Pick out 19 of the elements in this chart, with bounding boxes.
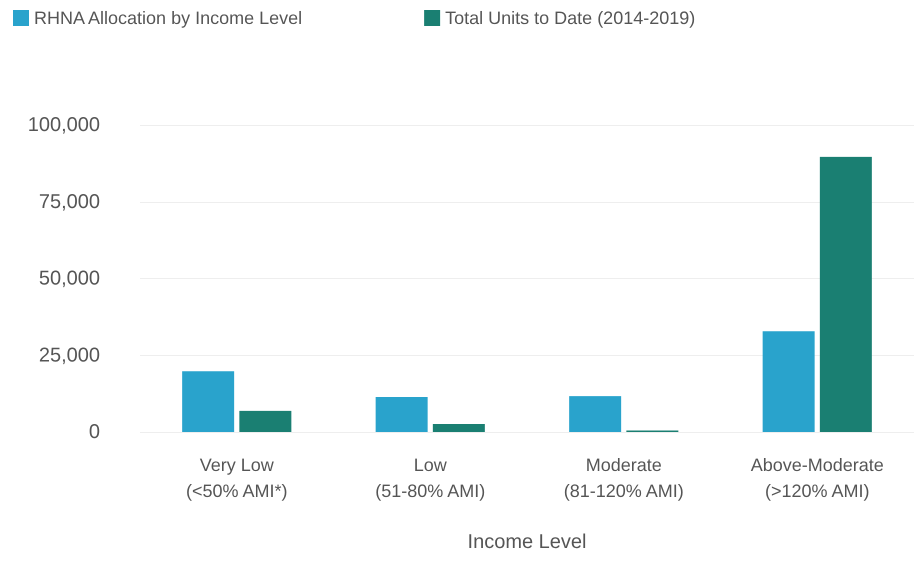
bar — [432, 424, 485, 432]
y-tick-label: 75,000 — [38, 190, 100, 213]
x-tick-label: Very Low (<50% AMI*) — [186, 455, 288, 501]
bar — [569, 396, 622, 432]
x-tick-label: Above-Moderate (>120% AMI) — [750, 455, 884, 501]
bar — [820, 156, 872, 432]
legend-label: Total Units to Date (2014-2019) — [445, 8, 696, 28]
y-tick-label: 100,000 — [28, 114, 100, 136]
legend-label: RHNA Allocation by Income Level — [34, 8, 302, 28]
y-tick-label: 25,000 — [38, 344, 100, 366]
bar — [239, 410, 292, 432]
x-tick-label: Low (51-80% AMI) — [375, 455, 486, 501]
bar — [762, 331, 815, 432]
bar — [182, 371, 234, 432]
x-tick-label: Moderate (81-120% AMI) — [564, 455, 684, 501]
y-tick-label: 0 — [88, 421, 100, 443]
x-axis-title: Income Level — [468, 531, 586, 553]
y-tick-label: 50,000 — [38, 268, 100, 290]
bar — [376, 397, 428, 432]
